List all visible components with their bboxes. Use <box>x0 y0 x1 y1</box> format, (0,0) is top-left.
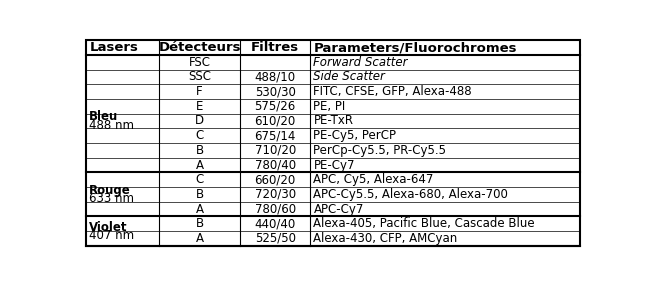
Text: 633 nm: 633 nm <box>89 192 135 205</box>
Text: APC-Cy5.5, Alexa-680, Alexa-700: APC-Cy5.5, Alexa-680, Alexa-700 <box>313 188 508 201</box>
Text: B: B <box>196 188 203 201</box>
Text: A: A <box>196 203 203 216</box>
Text: Bleu: Bleu <box>89 110 118 123</box>
Text: E: E <box>196 100 203 113</box>
Text: 488 nm: 488 nm <box>89 119 135 132</box>
Text: PE-TxR: PE-TxR <box>313 114 354 128</box>
Text: 407 nm: 407 nm <box>89 229 135 242</box>
Text: Parameters/Fluorochromes: Parameters/Fluorochromes <box>313 41 517 54</box>
Text: D: D <box>195 114 204 128</box>
Text: FSC: FSC <box>188 56 211 69</box>
Text: SSC: SSC <box>188 71 211 83</box>
Text: 488/10: 488/10 <box>255 71 296 83</box>
Text: A: A <box>196 158 203 171</box>
Text: Alexa-430, CFP, AMCyan: Alexa-430, CFP, AMCyan <box>313 232 458 245</box>
Text: Side Scatter: Side Scatter <box>313 71 385 83</box>
Text: APC-Cy7: APC-Cy7 <box>313 203 364 216</box>
Text: APC, Cy5, Alexa-647: APC, Cy5, Alexa-647 <box>313 173 434 186</box>
Text: 530/30: 530/30 <box>255 85 296 98</box>
Text: PE-Cy5, PerCP: PE-Cy5, PerCP <box>313 129 396 142</box>
Text: 440/40: 440/40 <box>255 217 296 230</box>
Text: Alexa-405, Pacific Blue, Cascade Blue: Alexa-405, Pacific Blue, Cascade Blue <box>313 217 535 230</box>
Text: B: B <box>196 217 203 230</box>
Text: 780/60: 780/60 <box>255 203 296 216</box>
Text: PerCp-Cy5.5, PR-Cy5.5: PerCp-Cy5.5, PR-Cy5.5 <box>313 144 447 157</box>
Text: C: C <box>196 129 203 142</box>
Text: B: B <box>196 144 203 157</box>
Text: PE, PI: PE, PI <box>313 100 346 113</box>
Text: Violet: Violet <box>89 221 128 234</box>
Text: Lasers: Lasers <box>89 41 138 54</box>
Text: 710/20: 710/20 <box>255 144 296 157</box>
Text: Filtres: Filtres <box>251 41 299 54</box>
Text: 720/30: 720/30 <box>255 188 296 201</box>
Text: F: F <box>196 85 203 98</box>
Text: Rouge: Rouge <box>89 184 131 197</box>
Text: 575/26: 575/26 <box>255 100 296 113</box>
Text: Forward Scatter: Forward Scatter <box>313 56 408 69</box>
Text: A: A <box>196 232 203 245</box>
Text: 660/20: 660/20 <box>255 173 296 186</box>
Text: C: C <box>196 173 203 186</box>
Text: PE-Cy7: PE-Cy7 <box>313 158 355 171</box>
Text: 610/20: 610/20 <box>255 114 296 128</box>
Text: Détecteurs: Détecteurs <box>159 41 241 54</box>
Text: FITC, CFSE, GFP, Alexa-488: FITC, CFSE, GFP, Alexa-488 <box>313 85 472 98</box>
Text: 675/14: 675/14 <box>255 129 296 142</box>
Text: 780/40: 780/40 <box>255 158 296 171</box>
Text: 525/50: 525/50 <box>255 232 296 245</box>
